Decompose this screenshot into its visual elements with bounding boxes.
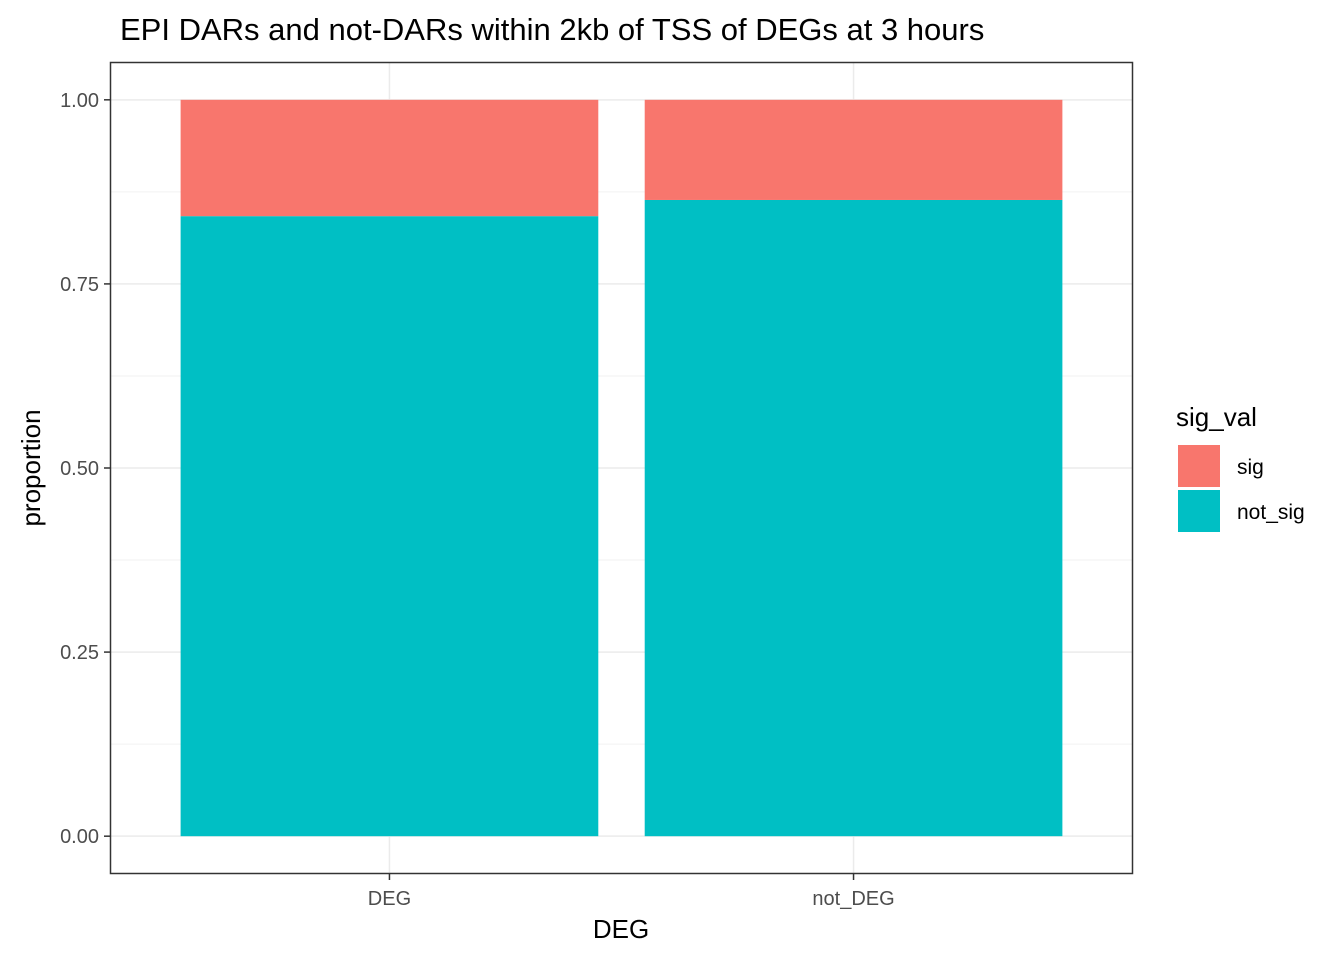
legend-swatch-sig	[1178, 445, 1220, 487]
legend-label-sig: sig	[1237, 456, 1264, 479]
x-axis-title: DEG	[593, 914, 649, 944]
y-axis: 0.00 0.25 0.50 0.75 1.00	[60, 90, 111, 848]
legend: sig_val sig not_sig	[1176, 402, 1305, 532]
y-tick-label: 0.00	[60, 826, 99, 848]
x-tick-label: not_DEG	[812, 888, 894, 910]
y-tick-label: 0.25	[60, 642, 99, 664]
x-tick-label: DEG	[368, 888, 411, 910]
y-axis-title: proportion	[16, 409, 46, 526]
legend-title: sig_val	[1176, 402, 1257, 432]
bar-DEG-not_sig	[180, 216, 599, 837]
bar-not_DEG-sig	[644, 99, 1063, 200]
bars	[180, 99, 1063, 837]
legend-swatch-not_sig	[1178, 490, 1220, 532]
bar-not_DEG-not_sig	[644, 199, 1063, 837]
x-axis: DEG not_DEG	[368, 873, 895, 910]
legend-label-not_sig: not_sig	[1237, 501, 1305, 524]
y-tick-label: 0.75	[60, 274, 99, 296]
y-tick-label: 0.50	[60, 458, 99, 480]
y-tick-label: 1.00	[60, 90, 99, 112]
chart-title: EPI DARs and not-DARs within 2kb of TSS …	[120, 12, 984, 47]
legend-items: sig not_sig	[1178, 445, 1305, 532]
bar-DEG-sig	[180, 99, 599, 217]
